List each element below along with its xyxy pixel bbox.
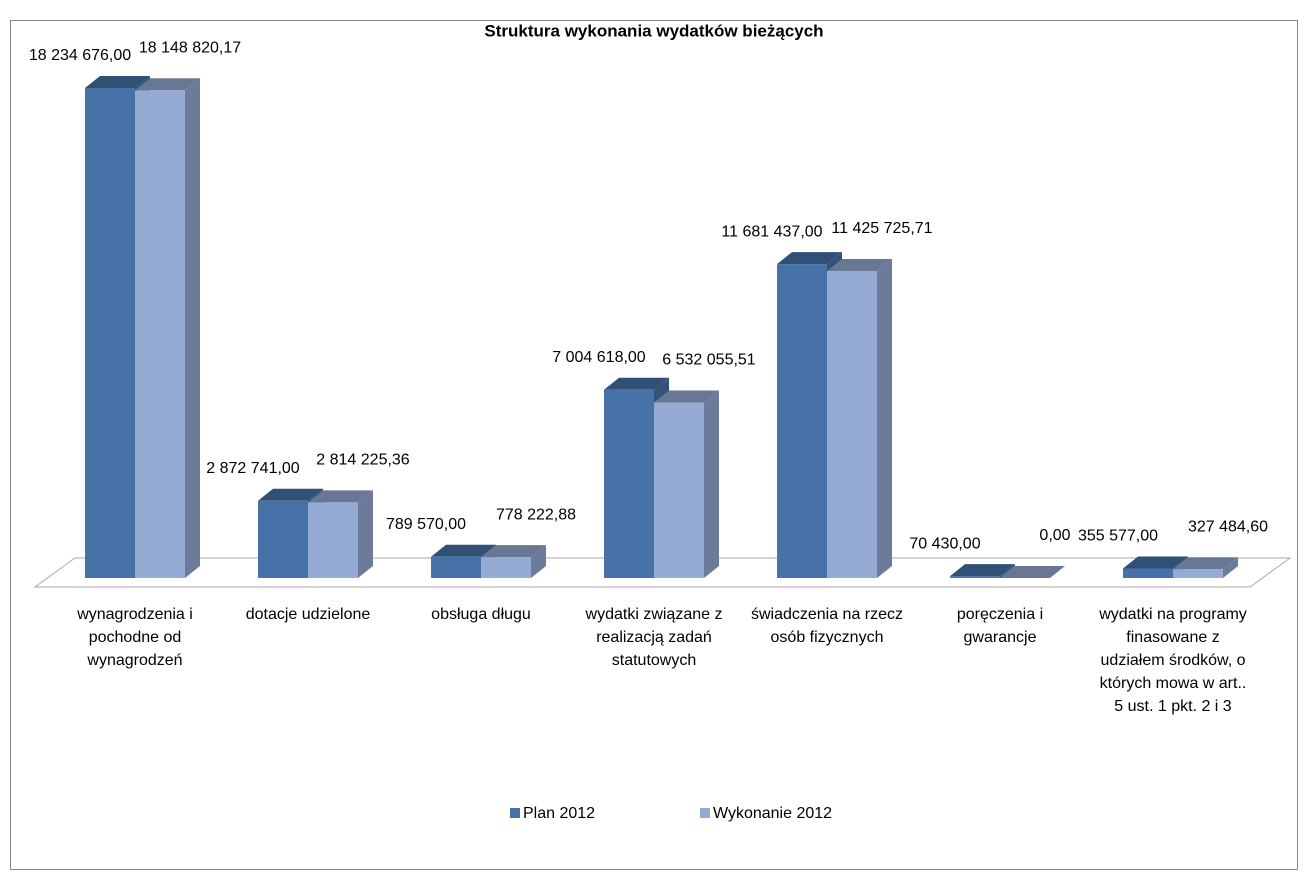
bar-side [877,258,892,578]
bar [827,258,892,578]
bar-top [135,78,200,91]
legend-marker [510,808,520,818]
data-label: 778 222,88 [496,506,576,523]
bar-front [604,389,654,578]
bar-top [85,76,150,88]
bar [1000,566,1065,578]
bar-top [1123,556,1188,569]
bar-top [308,490,373,503]
bar [135,78,200,579]
x-tick-label: świadczenia na rzecz osób fizycznych [750,606,904,646]
x-tick-label: dotacje udzielone [245,606,371,623]
bar-front [1123,568,1173,578]
bar-top [481,545,546,558]
bar-top [1000,566,1065,578]
data-label: 11 425 725,71 [831,220,932,237]
bar-side [358,490,373,578]
data-label: 2 872 741,00 [206,460,300,477]
bar-top [777,252,842,265]
bar-top [950,564,1015,577]
legend-marker [700,808,710,818]
data-label: 18 148 820,17 [139,40,241,57]
bar-front [258,500,308,578]
x-tick-label: wynagrodzenia i pochodne od wynagrodzeń [77,606,193,669]
bar-side [1223,557,1238,578]
bar [654,390,719,578]
data-label: 355 577,00 [1078,528,1158,545]
x-tick-label: wydatki związane z realizacją zadań stat… [585,606,723,669]
x-tick-label: obsługa długu [431,606,531,623]
bar-side [704,390,719,578]
bar [950,564,1015,578]
bar [1173,557,1238,578]
data-label: 11 681 437,00 [721,223,822,240]
legend-label: Wykonanie 2012 [713,805,832,822]
bar-front [950,576,1000,578]
bar-front [431,556,481,578]
data-label: 7 004 618,00 [552,349,646,366]
x-tick-label: poręczenia i gwarancje [956,606,1044,646]
bar-front [135,90,185,579]
bar-top [431,544,496,557]
data-label: 0,00 [1039,527,1070,544]
bar-top [604,377,669,390]
bar-top [827,258,892,271]
legend-label: Plan 2012 [523,805,595,822]
bar [481,545,546,578]
x-tick-label: wydatki na programy finasowane z udziałe… [1099,606,1247,715]
bar-front [1173,569,1223,578]
bar-top [654,390,719,403]
data-label: 327 484,60 [1188,518,1268,535]
bar-side [185,78,200,579]
bar-front [481,557,531,578]
bar [308,490,373,578]
bar-side [531,545,546,578]
data-label: 6 532 055,51 [662,352,756,369]
bar-front [308,502,358,578]
bar-front [85,88,135,578]
data-label: 789 570,00 [386,516,466,533]
bar-front [654,402,704,578]
data-label: 18 234 676,00 [29,47,131,64]
data-label: 70 430,00 [909,535,980,552]
bar-side [1000,564,1015,578]
chart-title: Struktura wykonania wydatków bieżących [484,21,823,40]
bar-top [1173,557,1238,570]
bar-top [258,488,323,501]
data-label: 2 814 225,36 [316,452,410,469]
bar-front [777,264,827,578]
bar-front [827,270,877,578]
